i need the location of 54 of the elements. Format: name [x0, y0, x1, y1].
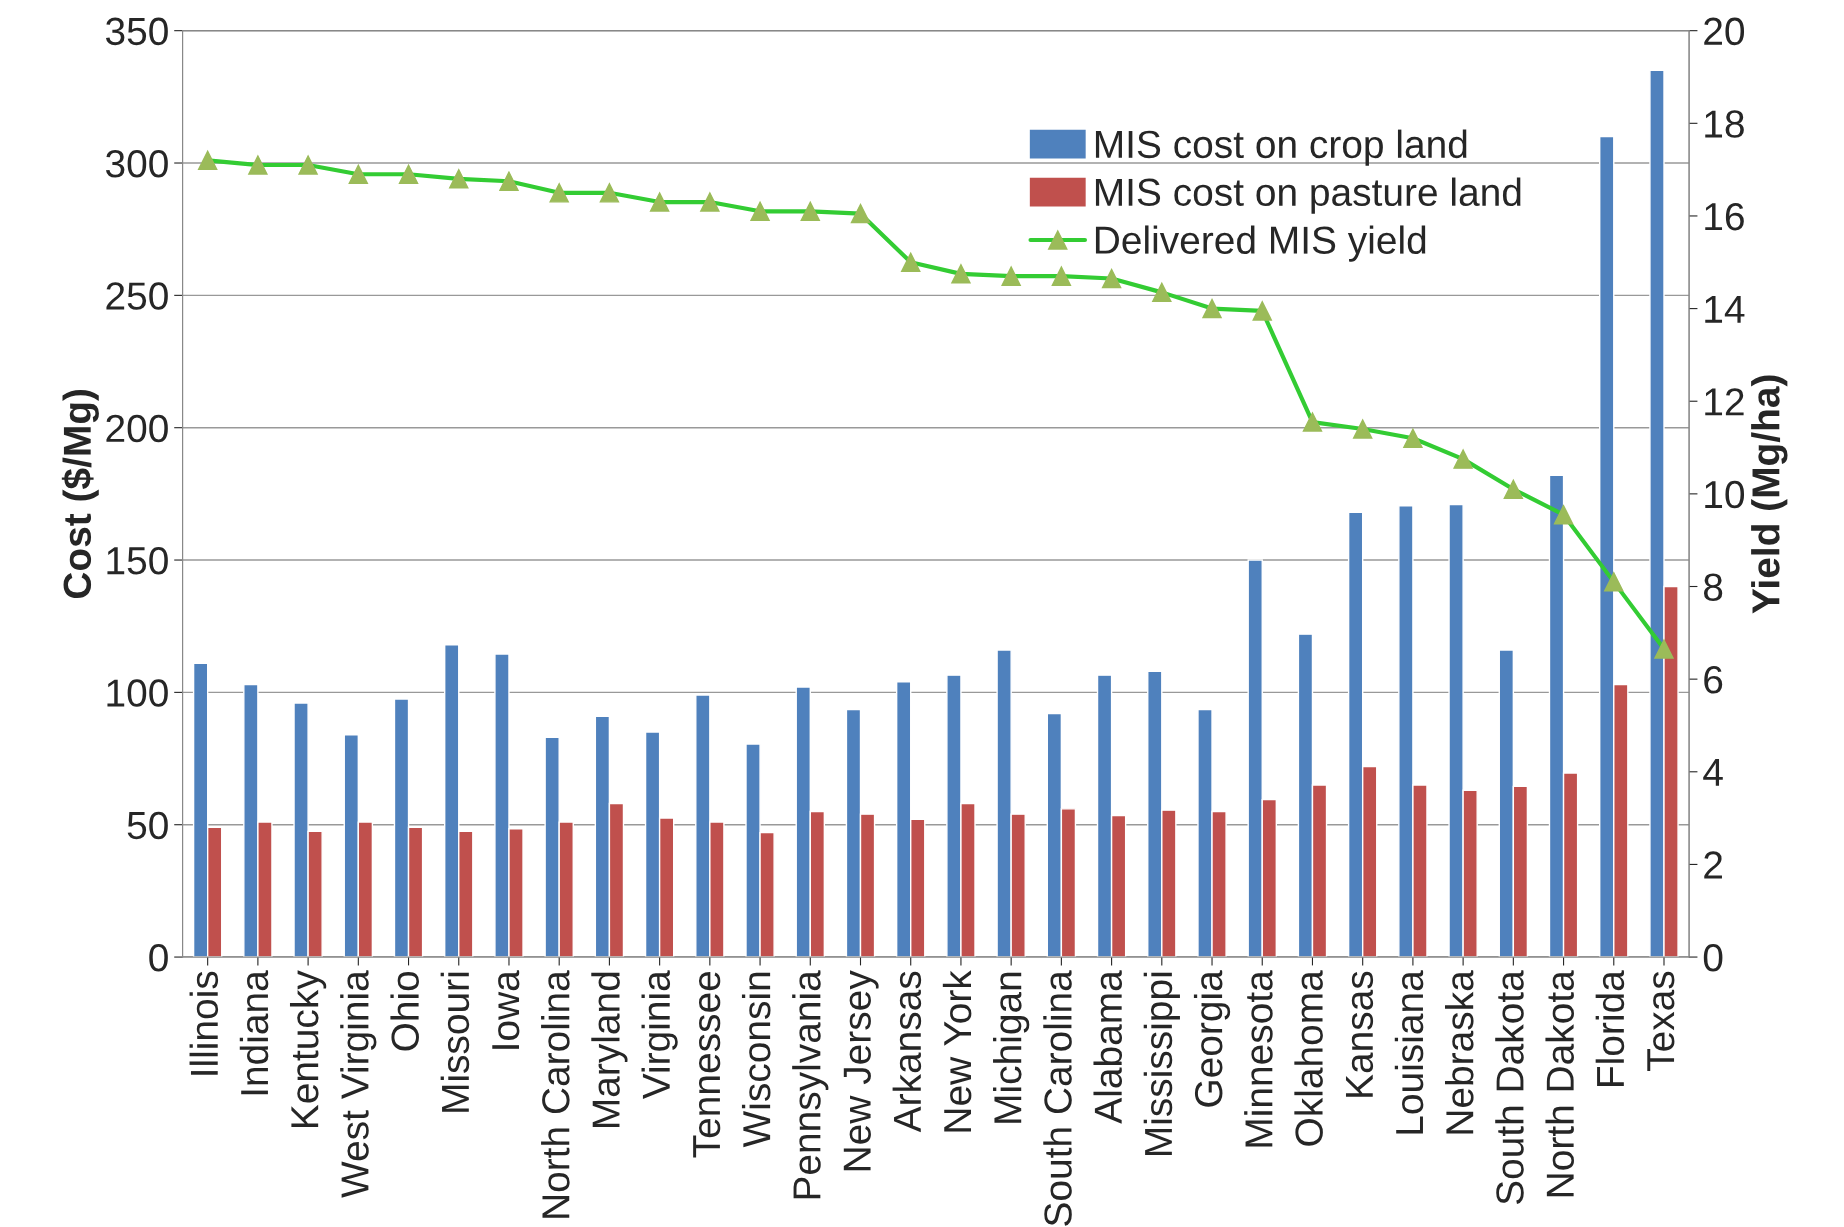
- y2-tick-label: 2: [1704, 851, 1722, 879]
- legend-label: Delivered MIS yield: [1095, 225, 1426, 262]
- x-tick-label: Florida: [1595, 970, 1625, 1086]
- y2-tick-label: 4: [1703, 759, 1723, 786]
- y-tick-label: 350: [105, 17, 168, 46]
- y2-tick-label: 18: [1705, 110, 1744, 138]
- x-tick-label: Georgia: [1193, 970, 1231, 1107]
- y-tick-label: 200: [106, 414, 168, 443]
- y2-tick-label: 6: [1704, 666, 1723, 694]
- y-tick-label: 250: [106, 282, 168, 310]
- y-tick-label: 0: [149, 944, 168, 972]
- x-tick-label: Mississippi: [1143, 972, 1180, 1156]
- x-tick-label: Texas: [1647, 971, 1675, 1071]
- x-tick-label: Missouri: [440, 972, 470, 1112]
- x-tick-label: Wisconsin: [741, 972, 771, 1148]
- y-tick-label: 50: [127, 811, 168, 840]
- y2-tick-label: 8: [1703, 573, 1723, 601]
- x-tick-label: North Carolina: [541, 970, 570, 1218]
- x-tick-label: Minnesota: [1244, 970, 1273, 1147]
- y-tick-label: 150: [107, 546, 168, 575]
- x-tick-label: Michigan: [993, 972, 1030, 1123]
- y2-tick-label: 20: [1704, 17, 1745, 46]
- x-tick-label: Oklahoma: [1294, 970, 1323, 1146]
- x-tick-label: Ohio: [390, 971, 419, 1051]
- x-tick-label: South Dakota: [1495, 970, 1524, 1205]
- x-tick-label: Iowa: [492, 970, 520, 1049]
- x-tick-label: Alabama: [1093, 970, 1123, 1124]
- y2-tick-label: 10: [1705, 480, 1745, 509]
- x-tick-label: New York: [942, 970, 972, 1132]
- x-tick-label: South Carolina: [1043, 970, 1072, 1226]
- y-axis-title: Cost ($/Mg): [61, 389, 99, 599]
- y-tick-label: 300: [105, 149, 168, 178]
- legend-label: MIS cost on pasture land: [1095, 177, 1521, 214]
- x-tick-label: North Dakota: [1545, 970, 1574, 1197]
- x-tick-label: Indiana: [239, 970, 269, 1095]
- x-tick-label: Maryland: [591, 972, 628, 1127]
- x-tick-label: Nebraska: [1445, 970, 1474, 1134]
- x-tick-label: Kentucky: [289, 970, 327, 1128]
- y2-tick-label: 14: [1705, 295, 1745, 323]
- x-tick-label: Arkansas: [892, 971, 922, 1133]
- y-tick-label: 100: [107, 679, 168, 707]
- x-tick-label: Pennsylvania: [792, 970, 829, 1199]
- x-tick-label: Illinois: [189, 971, 219, 1075]
- x-tick-label: Kansas: [1345, 971, 1374, 1097]
- x-tick-label: Tennessee: [693, 971, 721, 1158]
- y2-axis-title: Yield (Mg/ha): [1751, 375, 1788, 614]
- legend-label: MIS cost on crop land: [1095, 129, 1467, 166]
- x-tick-label: Virginia: [641, 970, 678, 1100]
- y2-tick-label: 16: [1705, 202, 1744, 231]
- x-tick-label: West Virginia: [340, 970, 377, 1198]
- y2-tick-label: 0: [1703, 944, 1723, 972]
- x-tick-label: Louisiana: [1394, 970, 1424, 1134]
- y2-tick-label: 12: [1705, 388, 1744, 416]
- x-tick-label: New Jersey: [843, 970, 879, 1171]
